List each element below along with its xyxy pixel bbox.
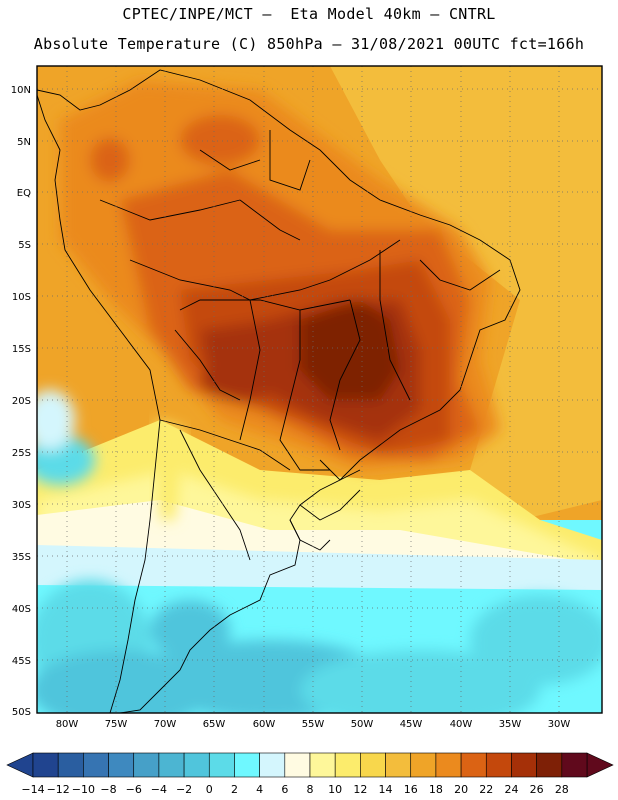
- colorbar-tick-label: −6: [126, 783, 142, 796]
- colorbar-swatch: [485, 752, 512, 778]
- colorbar-tick-label: 28: [555, 783, 569, 796]
- title-line-1: CPTEC/INPE/MCT – Eta Model 40km – CNTRL: [122, 5, 496, 23]
- colorbar-tick-label: −8: [100, 783, 116, 796]
- temperature-field: [37, 66, 602, 713]
- lat-label: 15S: [12, 344, 31, 355]
- colorbar-swatch: [158, 752, 185, 778]
- colorbar-swatch: [334, 752, 361, 778]
- lon-label: 35W: [499, 719, 522, 730]
- colorbar-swatch: [57, 752, 84, 778]
- lon-label: 30W: [548, 719, 571, 730]
- lon-label: 45W: [400, 719, 423, 730]
- colorbar-swatch: [309, 752, 336, 778]
- colorbar-tick-label: −14: [21, 783, 44, 796]
- colorbar-arrow-low: [6, 752, 34, 778]
- colorbar-swatch: [83, 752, 109, 778]
- colorbar-swatch: [259, 752, 286, 778]
- colorbar-swatch: [208, 752, 235, 778]
- lon-label: 75W: [105, 719, 128, 730]
- latitude-labels: 10N 5N EQ 5S 10S 15S 20S 25S 30S 35S 40S…: [11, 85, 31, 718]
- lat-label: EQ: [17, 188, 31, 199]
- lon-label: 55W: [302, 719, 325, 730]
- colorbar-tick-label: −12: [47, 783, 70, 796]
- lat-label: 45S: [12, 656, 31, 667]
- colorbar-tick-label: 24: [504, 783, 518, 796]
- colorbar-swatch: [284, 752, 311, 778]
- colorbar-tick-label: 0: [206, 783, 213, 796]
- lon-label: 65W: [203, 719, 226, 730]
- colorbar-arrow-high: [586, 752, 614, 778]
- colorbar-swatch: [234, 752, 260, 778]
- colorbar-tick-label: 26: [530, 783, 544, 796]
- colorbar-swatch: [360, 752, 386, 778]
- colorbar-tick-label: 14: [379, 783, 393, 796]
- lat-label: 40S: [12, 604, 31, 615]
- longitude-labels: 80W 75W 70W 65W 60W 55W 50W 45W 40W 35W …: [56, 719, 571, 730]
- colorbar-tick-label: 20: [454, 783, 468, 796]
- lon-label: 80W: [56, 719, 79, 730]
- colorbar-tick-label: 2: [231, 783, 238, 796]
- colorbar-swatch: [410, 752, 437, 778]
- colorbar-tick-label: 6: [281, 783, 288, 796]
- grid-lines: [37, 66, 602, 713]
- colorbar-tick-label: 8: [307, 783, 314, 796]
- map-frame: [36, 65, 603, 714]
- lat-label: 50S: [12, 707, 31, 718]
- colorbar-tick-label: −10: [72, 783, 95, 796]
- colorbar-swatch: [133, 752, 160, 778]
- lon-label: 70W: [154, 719, 177, 730]
- colorbar-tick-label: 4: [256, 783, 263, 796]
- lat-label: 5N: [17, 137, 31, 148]
- colorbar-swatch: [511, 752, 537, 778]
- colorbar-tick-label: 16: [404, 783, 418, 796]
- colorbar-swatch: [435, 752, 462, 778]
- lat-label: 35S: [12, 552, 31, 563]
- colorbar-tick-label: −4: [151, 783, 167, 796]
- lat-label: 10S: [12, 292, 31, 303]
- colorbar-tick-label: 18: [429, 783, 443, 796]
- colorbar-tick-label: −2: [176, 783, 192, 796]
- lat-label: 30S: [12, 500, 31, 511]
- colorbar-swatch: [385, 752, 412, 778]
- colorbar-swatch: [460, 752, 487, 778]
- colorbar-swatch: [183, 752, 210, 778]
- lat-label: 10N: [11, 85, 31, 96]
- colorbar-swatch: [32, 752, 59, 778]
- lat-label: 25S: [12, 448, 31, 459]
- lon-label: 60W: [253, 719, 276, 730]
- lon-label: 50W: [351, 719, 374, 730]
- lat-label: 5S: [18, 240, 31, 251]
- colorbar-tick-label: 22: [479, 783, 493, 796]
- title-line-2: Absolute Temperature (C) 850hPa – 31/08/…: [33, 35, 585, 53]
- colorbar-swatch: [108, 752, 135, 778]
- coastline: [37, 69, 521, 713]
- colorbar-swatch: [536, 752, 563, 778]
- colorbar-tick-label: 10: [328, 783, 342, 796]
- lat-label: 20S: [12, 396, 31, 407]
- lon-label: 40W: [450, 719, 473, 730]
- colorbar-tick-label: 12: [353, 783, 367, 796]
- colorbar-swatch: [561, 752, 588, 778]
- colorbar: −14 −12 −10 −8 −6 −4 −2 0 2 4 6 8 10 12 14 16 18 20 22 24 26…: [6, 752, 614, 796]
